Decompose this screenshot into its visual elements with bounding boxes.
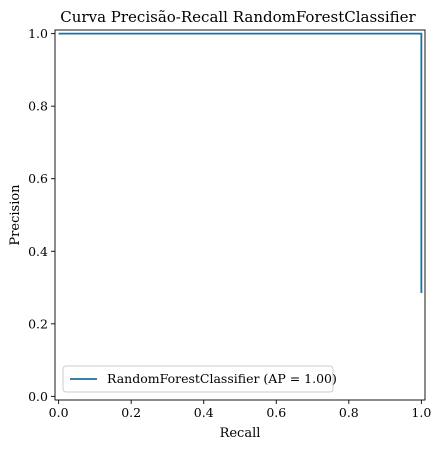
x-tick-label: 0.2	[121, 405, 141, 420]
legend-entry-label: RandomForestClassifier (AP = 1.00)	[107, 371, 337, 386]
y-tick-label: 0.4	[28, 244, 48, 259]
x-tick-label: 0.0	[49, 405, 69, 420]
x-tick-label: 1.0	[411, 405, 431, 420]
legend: RandomForestClassifier (AP = 1.00)	[62, 365, 337, 393]
y-axis-label: Precision	[8, 184, 23, 246]
y-tick-label: 0.2	[28, 316, 48, 331]
legend-box	[62, 365, 334, 393]
y-tick-label: 0.0	[28, 389, 48, 404]
x-axis-label: Recall	[220, 426, 261, 441]
y-tick-label: 0.6	[28, 171, 48, 186]
x-tick-label: 0.8	[339, 405, 359, 420]
y-tick-label: 0.8	[28, 99, 48, 114]
x-tick-label: 0.6	[266, 405, 286, 420]
series-line-randomforest	[58, 32, 423, 293]
chart-title: Curva Precisão-Recall RandomForestClassi…	[60, 8, 416, 26]
x-tick-label: 0.4	[194, 405, 214, 420]
axes-frame	[54, 29, 426, 401]
plot-area: 0.0 0.2 0.4 0.6 0.8 1.0 0.0 0.2 0.4 0.6 0.8 1.0	[28, 26, 431, 420]
y-tick-label: 1.0	[28, 26, 48, 41]
